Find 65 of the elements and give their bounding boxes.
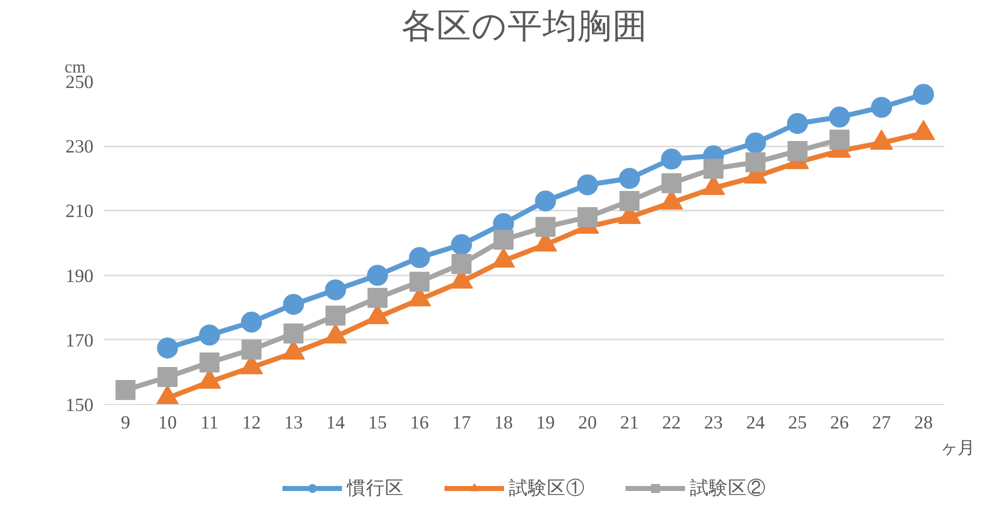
x-tick-label: 26 [830,412,849,434]
point [368,288,388,308]
point [158,367,178,388]
point [913,84,934,105]
point [326,306,346,326]
x-tick-label: 19 [536,412,555,434]
y-tick-label: 190 [66,266,94,287]
point [662,173,682,194]
x-tick-label: 20 [578,412,597,434]
x-tick-label: 23 [704,412,723,434]
point [116,380,136,400]
point [410,272,430,292]
point [788,140,808,161]
x-tick-label: 18 [494,412,513,434]
point [451,234,472,256]
point [577,174,598,196]
point [157,337,178,358]
point [620,191,640,212]
point [661,148,682,170]
point [704,158,724,179]
point [619,168,640,189]
x-tick-label: 24 [746,412,766,434]
y-tick-label: 170 [66,330,94,352]
chart-title: 各区の平均胸囲 [402,8,648,46]
x-tick-label: 22 [662,412,681,434]
x-tick-label: 9 [120,412,130,434]
x-axis-title: ヶ月 [940,438,974,458]
x-tick-label: 27 [872,412,891,434]
point [871,96,892,118]
point [283,294,304,315]
point [325,279,346,300]
legend-label: 試験区① [509,477,585,501]
x-tick-label: 21 [620,412,639,434]
point [746,152,766,172]
x-tick-label: 16 [410,412,429,434]
point [535,190,556,212]
point [830,130,850,150]
point [829,106,850,128]
legend-label: 慣行区 [347,477,404,501]
point [200,352,220,373]
point [242,340,262,360]
point [241,312,262,333]
point [787,113,808,134]
point [367,264,388,286]
x-tick-label: 10 [158,412,177,434]
point [199,324,220,346]
point [409,247,430,268]
point [284,323,304,344]
x-tick-label: 11 [200,412,218,434]
x-tick-label: 28 [914,412,933,434]
x-tick-label: 15 [368,412,387,434]
x-tick-label: 14 [326,412,346,434]
y-tick-label: 210 [66,201,94,222]
x-tick-label: 17 [452,412,471,434]
point [745,132,766,154]
y-tick-label: 150 [66,395,94,416]
legend-label: 試験区② [690,477,766,501]
point [494,230,514,250]
y-tick-label: 230 [66,136,94,158]
x-tick-label: 13 [284,412,303,434]
x-tick-label: 12 [242,412,261,434]
point [452,254,472,274]
point [536,216,556,237]
x-tick-label: 25 [788,412,807,434]
point [578,207,598,228]
